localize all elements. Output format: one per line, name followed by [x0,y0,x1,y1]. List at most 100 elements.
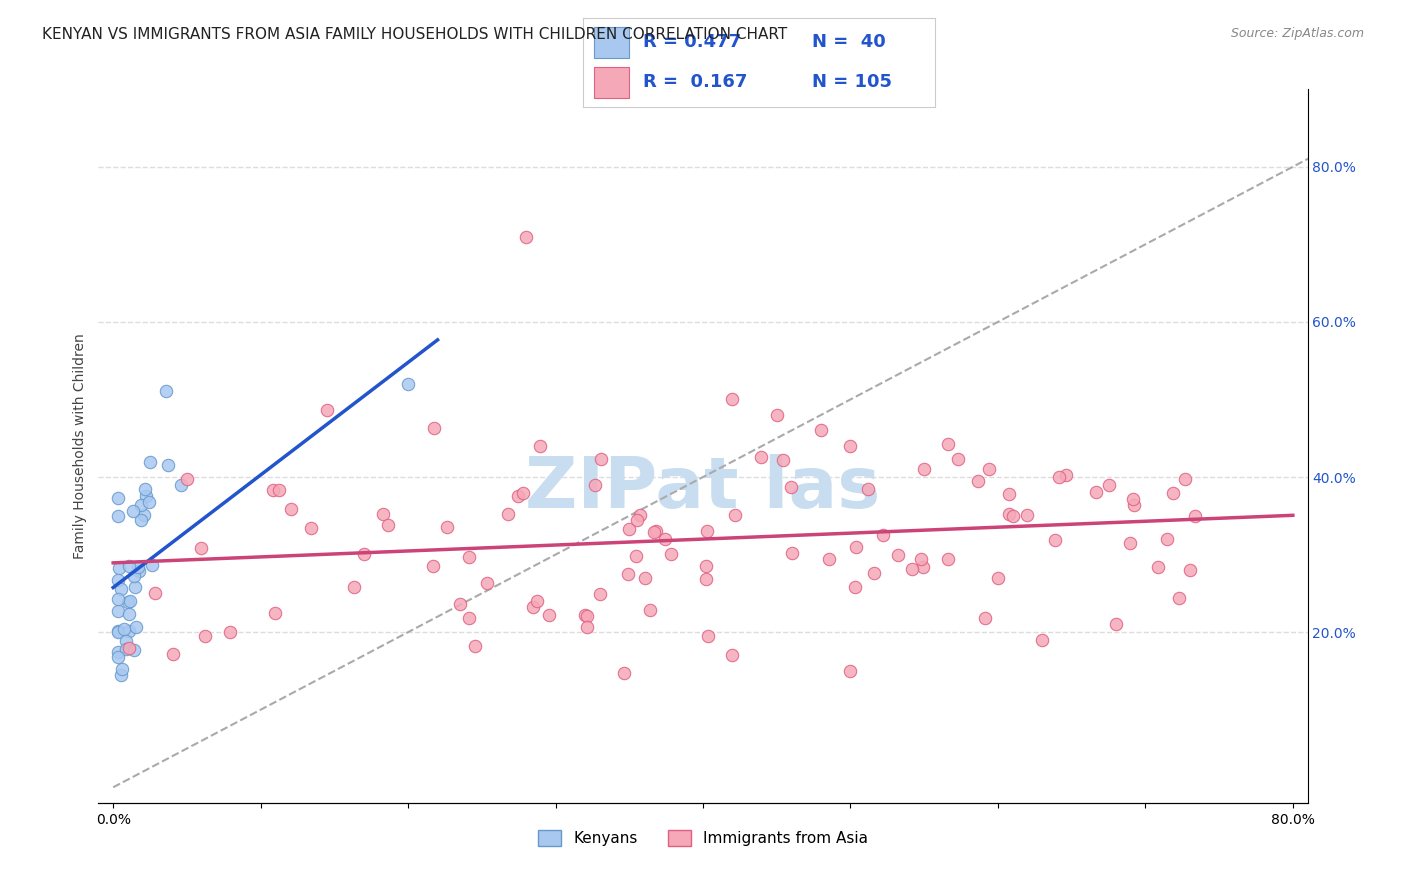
Point [107,624,129,639]
Point [128,564,150,578]
Point [723,508,745,523]
Point [624,549,647,563]
Point [1043,533,1066,548]
Point [1002,509,1025,524]
Point [423,421,446,435]
Point [1167,591,1189,605]
Point [219,624,242,639]
Point [1122,491,1144,506]
Point [396,376,419,391]
FancyBboxPatch shape [593,27,630,58]
Point [974,611,997,625]
Text: N =  40: N = 40 [813,33,886,51]
Point [190,541,212,555]
Point [695,559,717,574]
Point [114,642,136,657]
Point [262,483,284,497]
Point [977,462,1000,476]
Point [107,574,129,588]
Point [145,586,167,600]
Point [107,561,129,575]
Point [1098,478,1121,492]
Point [475,576,498,591]
Text: R =  0.167: R = 0.167 [644,73,748,91]
Point [997,507,1019,521]
Point [299,521,322,535]
Point [107,508,129,523]
Point [118,558,141,573]
Point [634,571,657,585]
Text: KENYAN VS IMMIGRANTS FROM ASIA FAMILY HOUSEHOLDS WITH CHILDREN CORRELATION CHART: KENYAN VS IMMIGRANTS FROM ASIA FAMILY HO… [42,27,787,42]
Point [124,580,146,594]
Point [721,648,744,663]
Point [464,639,486,653]
Point [134,483,156,497]
Text: ZIPat las: ZIPat las [526,454,880,524]
Point [696,629,718,643]
Point [872,528,894,542]
Point [721,392,744,407]
Point [1161,485,1184,500]
Point [810,424,832,438]
Point [1122,498,1144,512]
Point [122,568,145,582]
Point [377,517,399,532]
Point [353,547,375,561]
Point [496,507,519,521]
Point [111,662,134,676]
Point [269,483,291,497]
Point [170,478,193,492]
Point [107,645,129,659]
Point [422,559,444,574]
Point [122,504,145,518]
Point [617,566,640,581]
Point [110,667,132,681]
Point [371,508,394,522]
FancyBboxPatch shape [593,67,630,98]
Point [887,549,910,563]
Point [575,608,598,623]
Point [193,629,215,643]
Point [1054,468,1077,483]
Point [117,595,139,609]
Point [1085,485,1108,500]
Point [583,478,606,492]
Point [107,491,129,505]
Point [1178,563,1201,577]
Point [912,462,935,476]
Point [124,643,146,657]
Point [938,552,960,566]
Point [139,454,162,468]
Point [589,452,612,467]
Point [910,552,932,566]
Point [157,458,180,472]
Point [436,519,458,533]
Point [654,532,676,546]
Point [176,472,198,486]
Point [998,487,1021,501]
Point [575,620,598,634]
Point [1105,617,1128,632]
Point [845,540,868,554]
Point [863,566,886,580]
Point [644,524,666,539]
Point [135,489,157,503]
Point [638,603,661,617]
Point [839,439,862,453]
Point [118,607,141,621]
Point [515,229,537,244]
Point [458,549,481,564]
Point [118,624,141,639]
Point [626,513,648,527]
Point [512,486,534,500]
Point [115,633,138,648]
Point [529,438,551,452]
Point [765,408,787,422]
Point [1031,632,1053,647]
Point [612,665,634,680]
Point [780,480,803,494]
Y-axis label: Family Households with Children: Family Households with Children [73,333,87,559]
Point [967,475,990,489]
Point [125,620,148,634]
Text: R = 0.477: R = 0.477 [644,33,741,51]
